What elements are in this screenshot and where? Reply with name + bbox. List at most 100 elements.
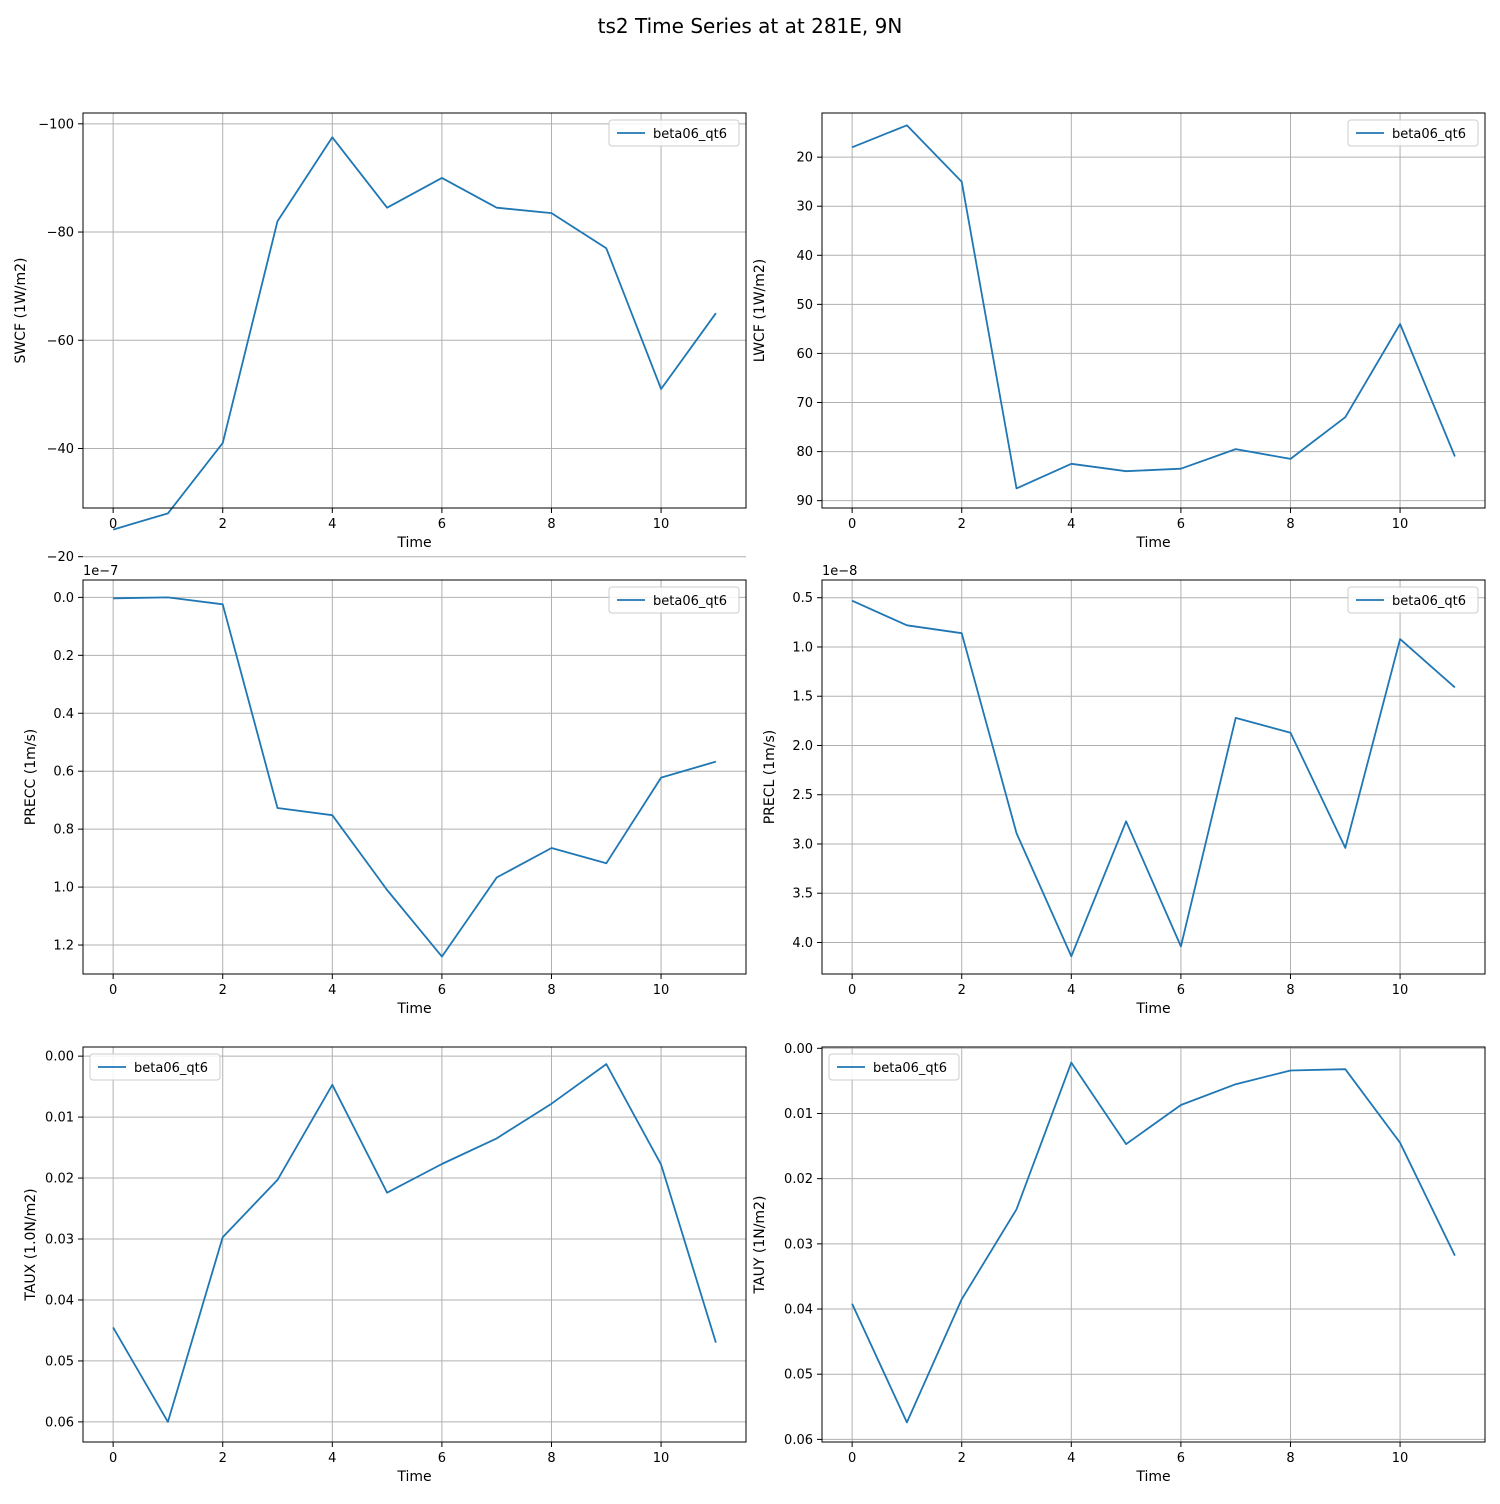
y-tick-label: 0.01 xyxy=(45,1111,74,1126)
x-tick-label: 10 xyxy=(653,517,670,532)
x-axis-label: Time xyxy=(396,535,431,551)
x-tick-label: 6 xyxy=(1177,983,1185,998)
x-tick-label: 8 xyxy=(1286,517,1294,532)
x-tick-label: 10 xyxy=(1392,983,1409,998)
legend-label: beta06_qt6 xyxy=(134,1061,208,1076)
y-tick-label: 3.0 xyxy=(792,837,813,852)
y-tick-label: 0.8 xyxy=(53,823,74,838)
y-tick-label: 0.00 xyxy=(45,1050,74,1065)
x-tick-label: 10 xyxy=(653,1451,670,1466)
x-tick-label: 6 xyxy=(438,517,446,532)
y-tick-label: 0.04 xyxy=(784,1303,813,1318)
y-axis-label: SWCF (1W/m2) xyxy=(13,258,29,364)
x-tick-label: 2 xyxy=(958,517,966,532)
axis-offset-label: 1e−7 xyxy=(83,564,118,579)
series-line-beta06_qt6 xyxy=(852,1063,1455,1423)
y-tick-label: 0.00 xyxy=(784,1042,813,1057)
x-axis-label: Time xyxy=(1135,535,1170,551)
axes-frame xyxy=(83,580,746,974)
x-tick-label: 4 xyxy=(328,983,336,998)
y-tick-label: 0.03 xyxy=(45,1233,74,1248)
y-tick-label: 0.0 xyxy=(53,591,74,606)
legend: beta06_qt6 xyxy=(609,120,739,146)
legend-label: beta06_qt6 xyxy=(873,1061,947,1076)
x-tick-label: 10 xyxy=(653,983,670,998)
x-tick-label: 4 xyxy=(328,517,336,532)
x-tick-label: 8 xyxy=(1286,983,1294,998)
figure-title: ts2 Time Series at at 281E, 9N xyxy=(0,14,1500,38)
y-tick-label: 80 xyxy=(796,445,813,460)
x-tick-label: 2 xyxy=(958,1451,966,1466)
x-tick-label: 6 xyxy=(438,1451,446,1466)
legend: beta06_qt6 xyxy=(609,587,739,613)
x-axis-label: Time xyxy=(1135,1469,1170,1485)
y-tick-label: 0.02 xyxy=(45,1172,74,1187)
x-tick-label: 4 xyxy=(328,1451,336,1466)
y-tick-label: 0.01 xyxy=(784,1107,813,1122)
y-axis-label: LWCF (1W/m2) xyxy=(752,259,768,363)
x-tick-label: 0 xyxy=(848,983,856,998)
y-tick-label: 0.05 xyxy=(784,1368,813,1383)
y-tick-label: 0.04 xyxy=(45,1293,74,1308)
y-tick-label: 50 xyxy=(796,298,813,313)
y-tick-label: 2.5 xyxy=(792,788,813,803)
x-tick-label: 0 xyxy=(109,517,117,532)
legend-label: beta06_qt6 xyxy=(1392,594,1466,609)
y-tick-label: 0.5 xyxy=(792,591,813,606)
legend-label: beta06_qt6 xyxy=(1392,127,1466,142)
legend: beta06_qt6 xyxy=(829,1054,959,1080)
axes-frame xyxy=(822,1047,1485,1442)
axes-frame xyxy=(83,1047,746,1442)
y-tick-label: 3.5 xyxy=(792,887,813,902)
y-tick-label: 0.06 xyxy=(45,1415,74,1430)
y-tick-label: 1.0 xyxy=(792,640,813,655)
axes-frame xyxy=(822,580,1485,974)
x-tick-label: 8 xyxy=(1286,1451,1294,1466)
y-tick-label: 20 xyxy=(796,151,813,166)
x-tick-label: 2 xyxy=(219,983,227,998)
x-tick-label: 6 xyxy=(438,983,446,998)
x-tick-label: 10 xyxy=(1392,1451,1409,1466)
y-tick-label: 40 xyxy=(796,249,813,264)
legend-label: beta06_qt6 xyxy=(653,594,727,609)
legend: beta06_qt6 xyxy=(1348,587,1478,613)
series-line-beta06_qt6 xyxy=(113,137,716,529)
axes-frame xyxy=(822,113,1485,508)
y-tick-label: −80 xyxy=(47,226,74,241)
x-tick-label: 4 xyxy=(1067,517,1075,532)
y-tick-label: −20 xyxy=(47,550,74,565)
y-tick-label: 1.2 xyxy=(53,939,74,954)
y-tick-label: 1.0 xyxy=(53,881,74,896)
x-tick-label: 0 xyxy=(109,983,117,998)
x-tick-label: 10 xyxy=(1392,517,1409,532)
x-tick-label: 2 xyxy=(219,1451,227,1466)
x-tick-label: 0 xyxy=(109,1451,117,1466)
x-axis-label: Time xyxy=(396,1469,431,1485)
x-tick-label: 6 xyxy=(1177,517,1185,532)
x-axis-label: Time xyxy=(1135,1001,1170,1017)
y-tick-label: 30 xyxy=(796,200,813,215)
y-axis-label: TAUY (1N/m2) xyxy=(752,1196,768,1295)
x-tick-label: 6 xyxy=(1177,1451,1185,1466)
x-tick-label: 4 xyxy=(1067,1451,1075,1466)
series-line-beta06_qt6 xyxy=(113,1064,716,1422)
x-tick-label: 2 xyxy=(219,517,227,532)
y-tick-label: 0.6 xyxy=(53,765,74,780)
series-line-beta06_qt6 xyxy=(852,601,1455,957)
y-axis-label: TAUX (1.0N/m2) xyxy=(23,1188,39,1301)
x-tick-label: 8 xyxy=(547,1451,555,1466)
subplot-5: 0 2 4 6 8 10 0.00 0.01 0.02 0.03 0.04 0.05 0.06 Time T… xyxy=(23,1047,746,1485)
x-axis-label: Time xyxy=(396,1001,431,1017)
y-axis-label: PRECC (1m/s) xyxy=(23,729,39,826)
y-tick-label: 70 xyxy=(796,396,813,411)
x-tick-label: 0 xyxy=(848,1451,856,1466)
y-tick-label: 90 xyxy=(796,494,813,509)
y-tick-label: 0.05 xyxy=(45,1354,74,1369)
legend: beta06_qt6 xyxy=(90,1054,220,1080)
x-tick-label: 0 xyxy=(848,517,856,532)
y-tick-label: 1.5 xyxy=(792,690,813,705)
